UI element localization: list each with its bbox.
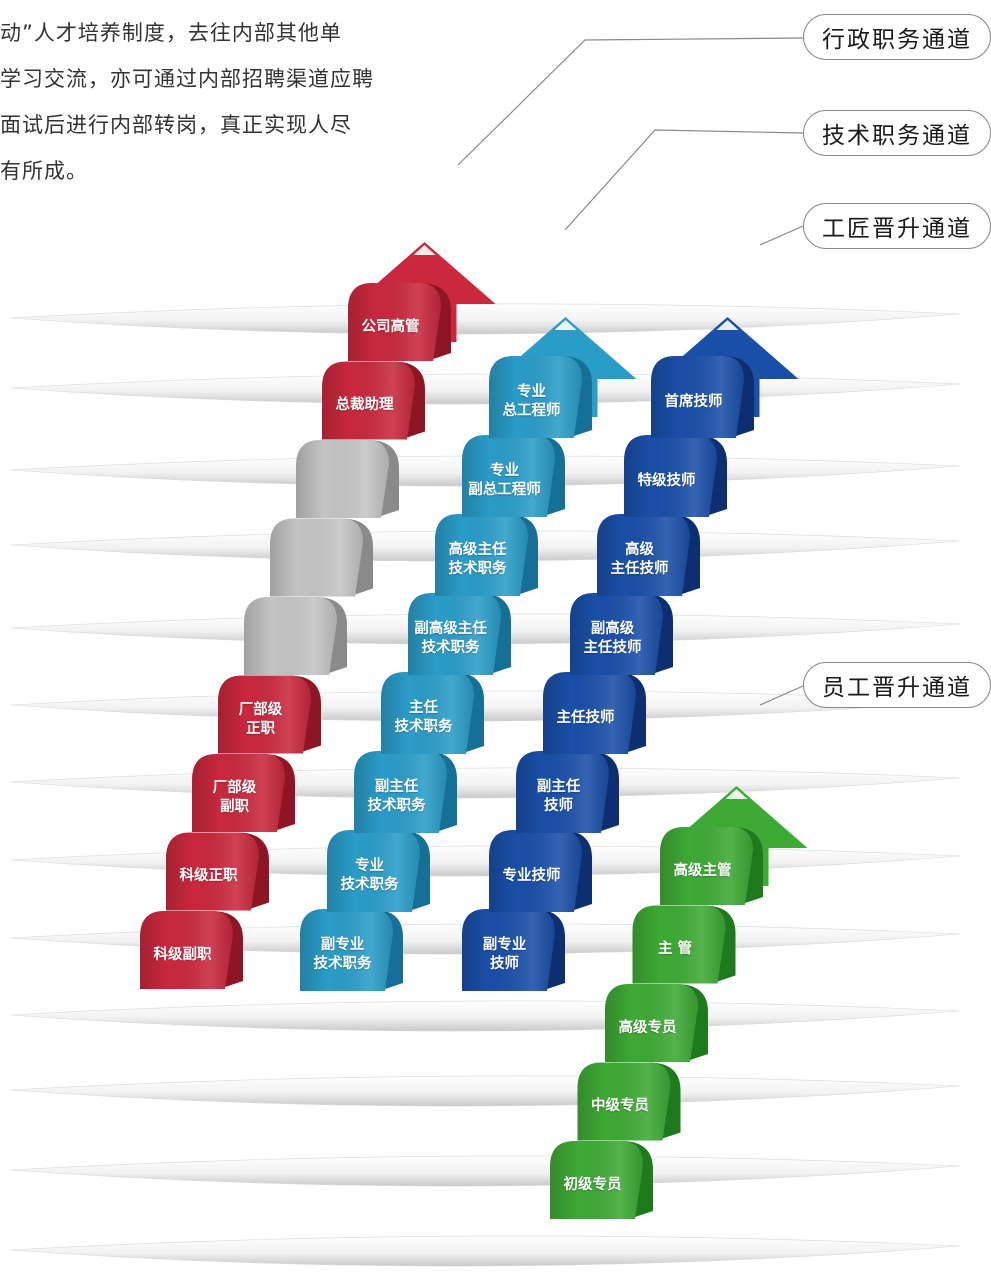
paper-sheet [9, 1000, 961, 1032]
ribbon-shading [660, 827, 753, 905]
level-label: 副主任 技师 [536, 779, 581, 814]
intro-line: 学习交流，亦可通过内部招聘渠道应聘 [0, 67, 374, 91]
level-label: 主任技师 [556, 709, 615, 726]
level-label: 初级专员 [563, 1176, 622, 1193]
ribbon-shading [516, 751, 609, 833]
paper-sheet [9, 303, 961, 335]
level-label: 主任 技术职务 [394, 700, 453, 735]
ribbon-shading [244, 597, 337, 675]
intro-line: 动”人才培养制度，去往内部其他单 [0, 21, 342, 45]
leader-line [457, 37, 804, 166]
ribbon-shading [327, 830, 420, 912]
leader-line [564, 129, 804, 231]
ribbon-shading [651, 356, 744, 438]
ribbon-shading [462, 435, 555, 517]
ribbon-shading [300, 909, 393, 991]
level-label: 公司高管 [361, 318, 420, 335]
ribbon-shading [381, 672, 474, 754]
level-label: 中级专员 [591, 1098, 649, 1114]
ribbon-shading [408, 593, 501, 675]
arrow-tip-highlight [413, 245, 436, 255]
level-label: 副主任 技术职务 [367, 779, 426, 814]
level-label: 厂部级 正职 [238, 701, 283, 737]
ribbon-shading [166, 832, 259, 911]
level-label: 首席技师 [664, 393, 723, 410]
level-label: 副高级 主任技师 [583, 621, 642, 656]
ribbon-shading [192, 754, 285, 832]
intro-paragraph: 动”人才培养制度，去往内部其他单 学习交流，亦可通过内部招聘渠道应聘 面试后进行… [0, 10, 410, 194]
channel-title-tech: 技术职务通道 [803, 110, 991, 156]
level-label: 厂部级 副职 [212, 780, 257, 815]
paper-sheet [9, 1235, 961, 1267]
ribbon-shading [577, 1062, 671, 1141]
ribbon-shading [462, 909, 555, 991]
level-label: 高级专员 [618, 1019, 677, 1036]
ribbon-shading [296, 440, 389, 518]
ribbon-shading [597, 514, 690, 596]
ribbon-shading [348, 283, 441, 361]
ribbon-shading [570, 593, 663, 675]
channel-title-staff: 员工晋升通道 [803, 662, 991, 708]
level-label: 科级正职 [179, 868, 238, 884]
ribbon-shading [624, 435, 717, 517]
ribbon-shading [270, 518, 363, 597]
level-label: 特级技师 [637, 472, 696, 489]
ribbon-shading [489, 356, 582, 438]
ribbon-shading [218, 675, 311, 754]
level-label: 高级 主任技师 [610, 542, 669, 577]
arrow-tip-highlight [716, 320, 739, 330]
level-label: 专业 副总工程师 [468, 463, 541, 498]
paper-sheet [9, 373, 961, 405]
paper-sheet [9, 1155, 961, 1187]
level-label: 总裁助理 [335, 397, 394, 413]
channel-title-admin: 行政职务通道 [803, 14, 991, 60]
intro-line: 面试后进行内部转岗，真正实现人尽 [0, 113, 352, 137]
ribbon-shading [605, 984, 698, 1062]
ribbon-shading [489, 830, 582, 912]
level-label: 专业 技术职务 [340, 858, 399, 893]
ribbon-shading [543, 672, 636, 754]
ribbon-shading [354, 751, 447, 833]
level-label: 科级副职 [153, 946, 212, 963]
level-label: 专业技师 [502, 867, 561, 884]
level-label: 副高级主任 技术职务 [414, 621, 487, 656]
arrow-tip-highlight [725, 789, 748, 799]
leader-line [759, 685, 804, 706]
channel-title-craftsman: 工匠晋升通道 [803, 203, 991, 249]
ribbon-shading [140, 911, 233, 989]
ribbon-shading [322, 361, 415, 440]
level-label: 专业 总工程师 [502, 384, 561, 419]
ribbon-shading [550, 1141, 643, 1219]
level-label: 副专业 技师 [482, 937, 527, 972]
paper-sheet [9, 1075, 961, 1107]
paper-sheet [9, 845, 961, 877]
ribbon-shading [435, 514, 528, 596]
level-label: 主 管 [657, 941, 693, 957]
paper-sheet [9, 767, 961, 799]
intro-line: 有所成。 [0, 159, 88, 183]
level-label: 副专业 技术职务 [313, 937, 372, 972]
arrow-tip-highlight [554, 320, 577, 330]
level-label: 高级主管 [673, 862, 732, 879]
level-label: 高级主任 技术职务 [448, 542, 507, 577]
ribbon-shading [632, 905, 726, 984]
leader-line [759, 225, 804, 246]
